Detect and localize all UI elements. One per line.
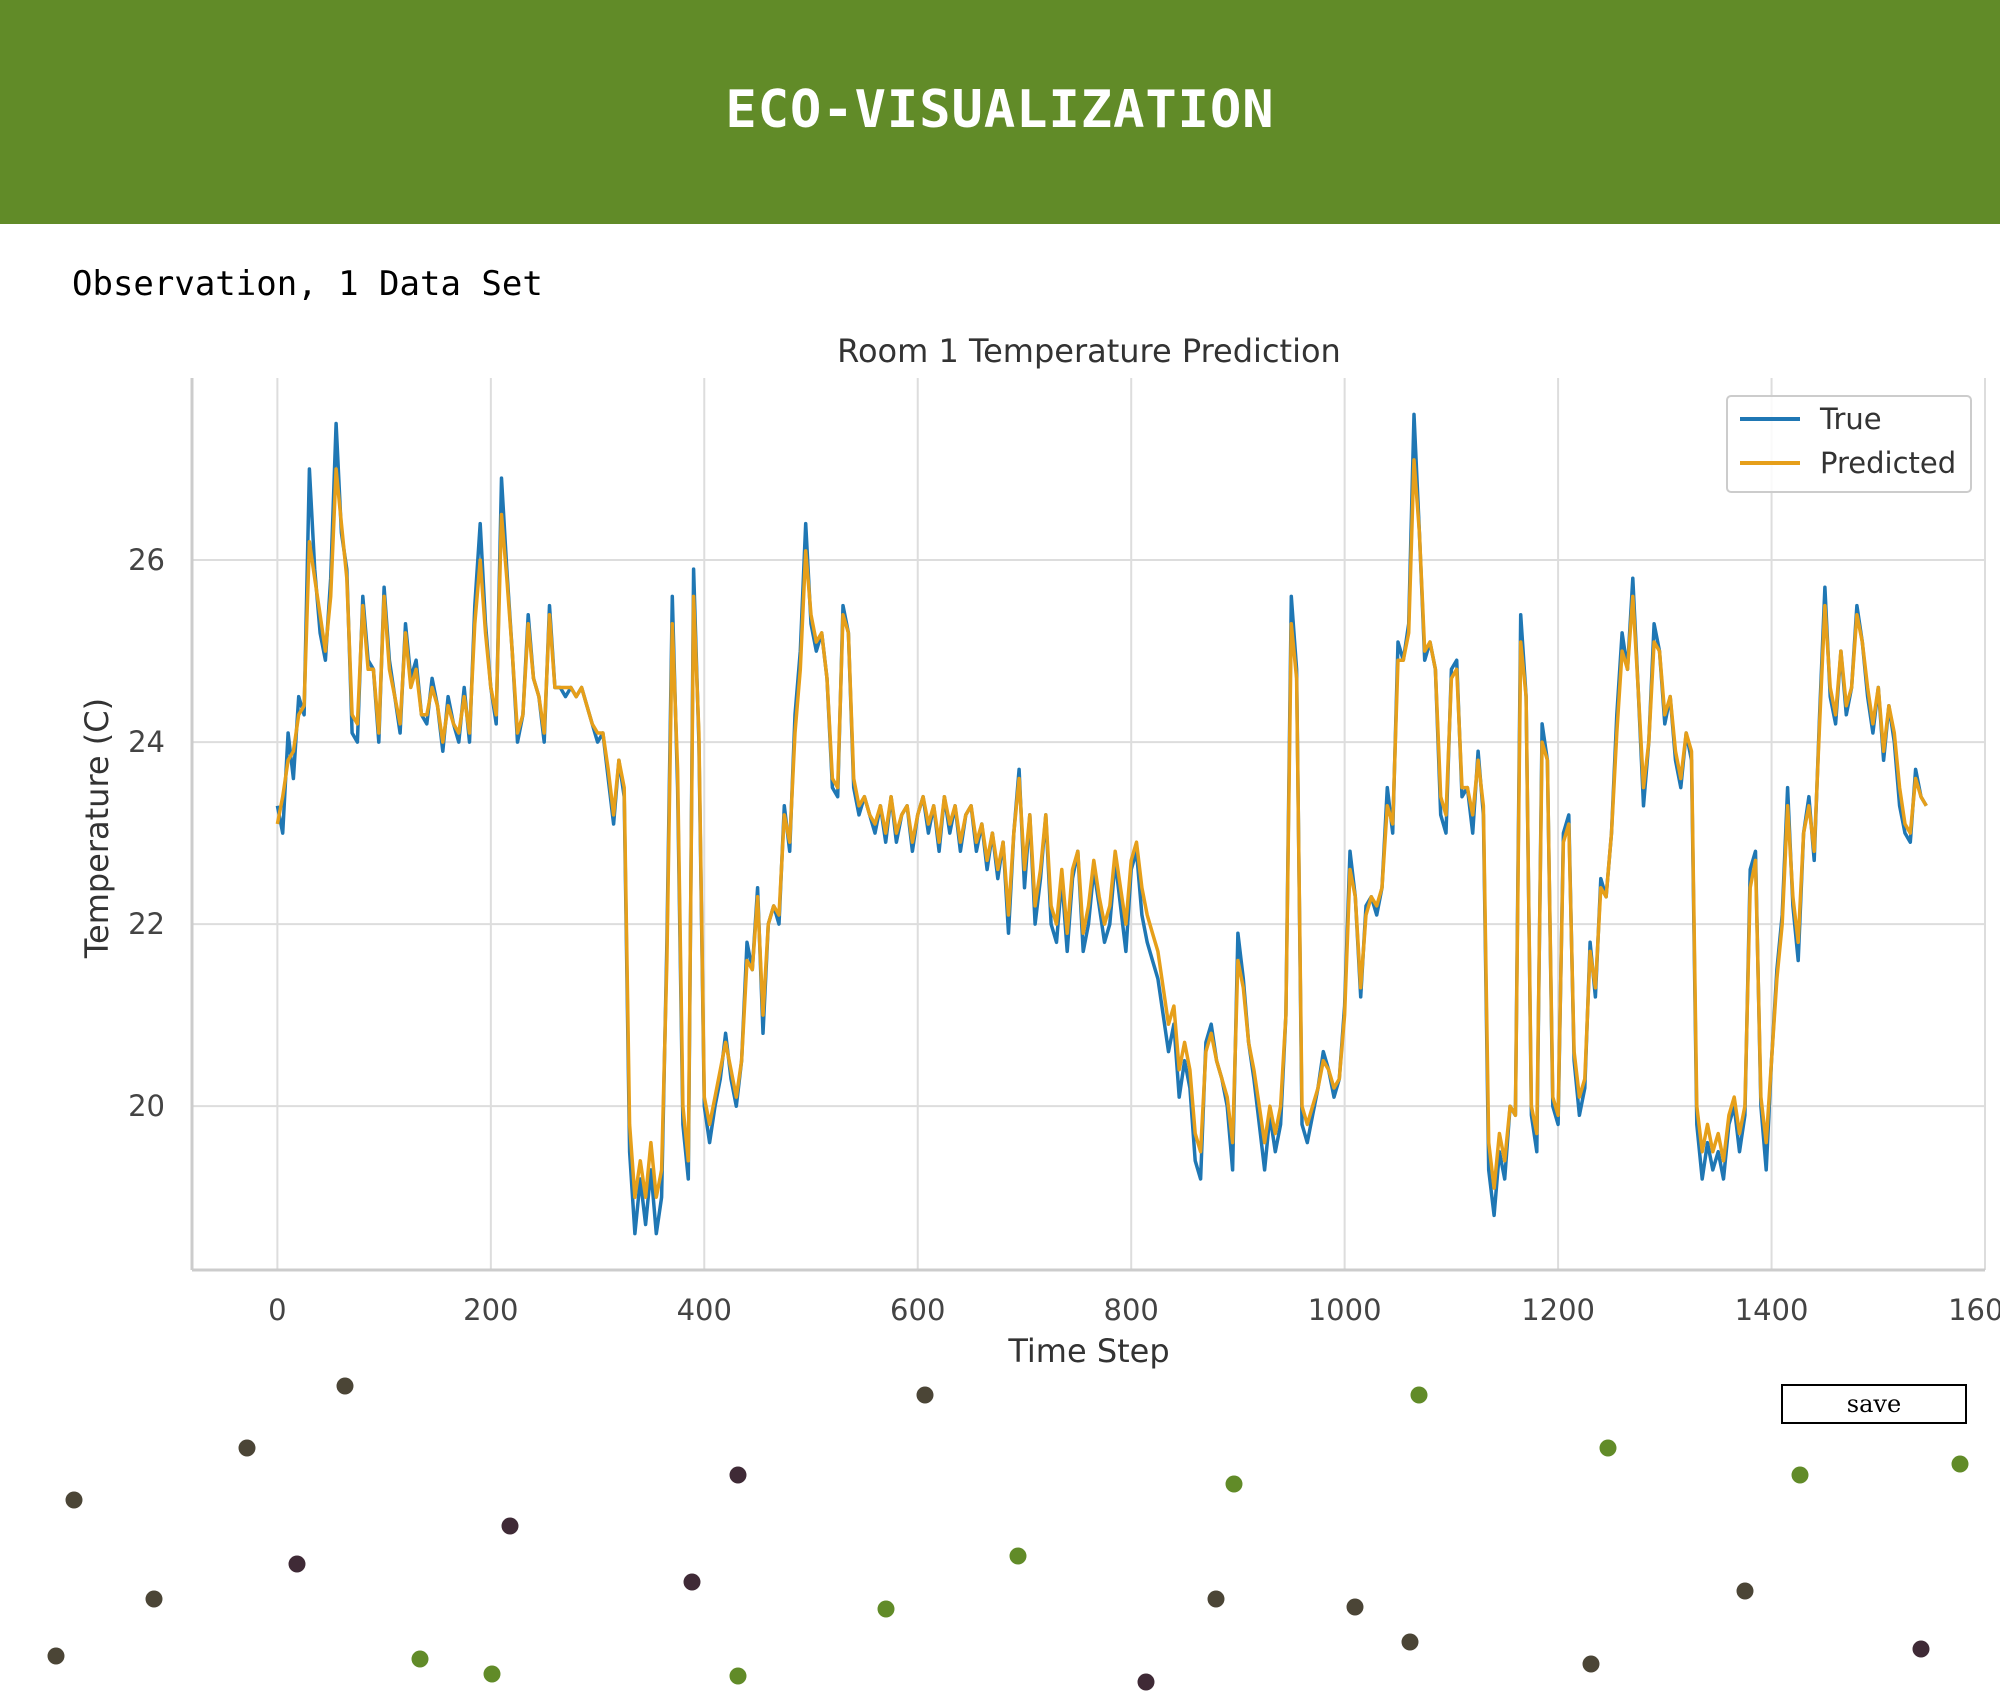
series-line-true <box>275 412 1928 1236</box>
x-tick-label: 400 <box>677 1293 732 1327</box>
decorative-dot <box>1912 1640 1930 1658</box>
x-tick-label: 1400 <box>1735 1293 1809 1327</box>
legend-label-predicted: Predicted <box>1820 446 1956 480</box>
legend-label-true: True <box>1819 402 1882 436</box>
decorative-dot <box>483 1665 501 1683</box>
decorative-dot <box>47 1647 65 1665</box>
y-tick-label: 20 <box>128 1089 165 1123</box>
decorative-dot <box>1009 1547 1027 1565</box>
decorative-dot <box>1582 1655 1600 1673</box>
y-tick-label: 22 <box>128 907 165 941</box>
x-tick-label: 1000 <box>1308 1293 1382 1327</box>
decorative-dot <box>1137 1673 1155 1691</box>
app-header: ECO-VISUALIZATION <box>0 0 2000 224</box>
decorative-dot <box>1791 1466 1809 1484</box>
x-tick-label: 600 <box>890 1293 945 1327</box>
y-axis-label: Temperature (C) <box>78 698 116 959</box>
decorative-dot <box>65 1491 83 1509</box>
chart-title: Room 1 Temperature Prediction <box>837 332 1341 370</box>
decorative-dot <box>501 1517 519 1535</box>
x-gridlines <box>276 378 1986 1270</box>
decorative-dot <box>1401 1633 1419 1651</box>
decorative-dot <box>683 1573 701 1591</box>
decorative-dot <box>1207 1590 1225 1608</box>
x-axis-label: Time Step <box>1007 1332 1169 1370</box>
x-tick-label: 800 <box>1104 1293 1159 1327</box>
temperature-chart: Room 1 Temperature Prediction 0 200 400 600… <box>78 332 2000 1370</box>
decorative-dot <box>877 1600 895 1618</box>
x-tick-label: 0 <box>268 1293 286 1327</box>
decorative-dot <box>1736 1582 1754 1600</box>
decorative-dot <box>1346 1598 1364 1616</box>
y-gridlines <box>192 559 1985 1108</box>
decorative-dot <box>238 1439 256 1457</box>
dataset-subtitle: Observation, 1 Data Set <box>72 264 543 304</box>
decorative-dot <box>729 1466 747 1484</box>
y-tick-label: 26 <box>128 543 165 577</box>
x-tick-labels: 0 200 400 600 800 1000 1200 1400 1600 <box>268 1293 2000 1327</box>
save-button[interactable]: save <box>1781 1384 1967 1424</box>
y-tick-labels: 20 22 24 26 <box>128 543 165 1123</box>
decorative-dot <box>1599 1439 1617 1457</box>
y-tick-label: 24 <box>128 725 165 759</box>
decorative-dot <box>1951 1455 1969 1473</box>
app-title: ECO-VISUALIZATION <box>725 80 1275 140</box>
x-tick-label: 1200 <box>1521 1293 1595 1327</box>
x-tick-label: 200 <box>463 1293 518 1327</box>
x-tick-label: 1600 <box>1948 1293 2000 1327</box>
decorative-dot <box>145 1590 163 1608</box>
chart-legend: True Predicted <box>1726 395 1972 493</box>
series-line-predicted <box>275 458 1928 1199</box>
decorative-dot <box>1225 1475 1243 1493</box>
decorative-dot <box>411 1650 429 1668</box>
decorative-dot <box>288 1555 306 1573</box>
decorative-dot <box>729 1667 747 1685</box>
